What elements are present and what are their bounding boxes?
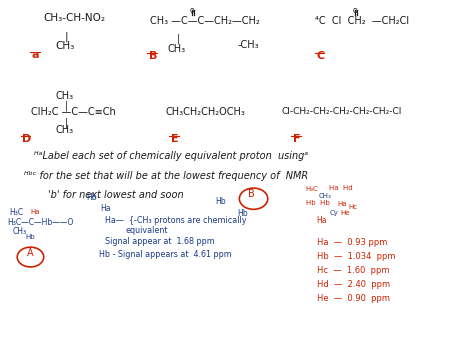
Text: Ha  —  0.93 ppm: Ha — 0.93 ppm [318,237,388,247]
Text: Hb: Hb [237,209,247,218]
Text: Hb  —  1.034  ppm: Hb — 1.034 ppm [318,252,396,261]
Text: Cy: Cy [329,210,338,216]
Text: -CH₃: -CH₃ [238,40,260,50]
Text: Ha—  {-CH₃ protons are chemically: Ha— {-CH₃ protons are chemically [105,216,246,225]
Text: Hb: Hb [86,193,96,202]
Text: Hb - Signal appears at  4.61 ppm: Hb - Signal appears at 4.61 ppm [99,250,231,259]
Text: ᴴᵇᶜ for the set that will be at the lowest frequency of  NMR: ᴴᵇᶜ for the set that will be at the lowe… [24,171,309,181]
Text: Ha: Ha [30,209,40,215]
Text: CH₃: CH₃ [55,42,74,51]
Text: |: | [65,118,68,128]
Text: Ha: Ha [317,216,327,225]
Text: CH₃: CH₃ [12,227,27,236]
Text: CH₃: CH₃ [55,125,73,135]
Text: B: B [149,51,157,61]
Text: H₃C: H₃C [9,208,23,217]
Text: H₃C—C—Hb——O: H₃C—C—Hb——O [7,218,73,227]
Text: o: o [353,6,357,15]
Text: ᴴᵃLabel each set of chemically equivalent proton  usingᵃ: ᴴᵃLabel each set of chemically equivalen… [34,151,308,161]
Text: Hb: Hb [25,234,35,240]
Text: CH₃-CH-NO₂: CH₃-CH-NO₂ [43,13,105,23]
Text: |: | [176,33,180,44]
Text: Hc  —  1.60  ppm: Hc — 1.60 ppm [318,266,390,275]
Text: CH₃CH₂CH₂OCH₃: CH₃CH₂CH₂OCH₃ [165,108,245,118]
Text: Hb: Hb [216,197,227,206]
Text: Signal appear at  1.68 ppm: Signal appear at 1.68 ppm [105,236,214,246]
Text: ClH₂C —C—C≡Ch: ClH₂C —C—C≡Ch [31,108,116,118]
Text: a: a [31,50,39,60]
Text: F: F [293,134,300,144]
Text: He  —  0.90  ppm: He — 0.90 ppm [318,294,391,303]
Text: Hd  —  2.40  ppm: Hd — 2.40 ppm [318,280,391,289]
Text: C: C [317,51,325,61]
Text: E: E [171,134,178,144]
Text: |: | [65,100,68,111]
Text: D: D [22,134,31,144]
Text: ⁴C  Cl  CH₂  —CH₂Cl: ⁴C Cl CH₂ —CH₂Cl [315,16,409,26]
Text: |: | [64,32,68,42]
Text: Ha  Hd: Ha Hd [329,185,353,191]
Text: Ha: Ha [100,204,110,213]
Text: o: o [190,6,194,15]
Text: 'b' for next lowest and soon: 'b' for next lowest and soon [48,190,183,200]
Text: CH₃: CH₃ [318,193,331,200]
Text: Hc: Hc [348,204,357,210]
Text: Cl-CH₂-CH₂-CH₂-CH₂-CH₂-Cl: Cl-CH₂-CH₂-CH₂-CH₂-CH₂-Cl [282,108,402,116]
Text: H₃C: H₃C [306,186,318,192]
Text: B: B [248,190,255,200]
Text: CH₃ —C—C—CH₂—CH₂: CH₃ —C—C—CH₂—CH₂ [150,16,259,26]
Text: He: He [340,210,349,216]
Text: A: A [27,248,33,258]
Text: Hb  Hb: Hb Hb [306,201,329,207]
Text: Ha: Ha [337,201,346,207]
Text: equivalent: equivalent [126,226,168,235]
Text: CH₃: CH₃ [167,44,185,54]
Text: CH₃: CH₃ [55,91,73,101]
